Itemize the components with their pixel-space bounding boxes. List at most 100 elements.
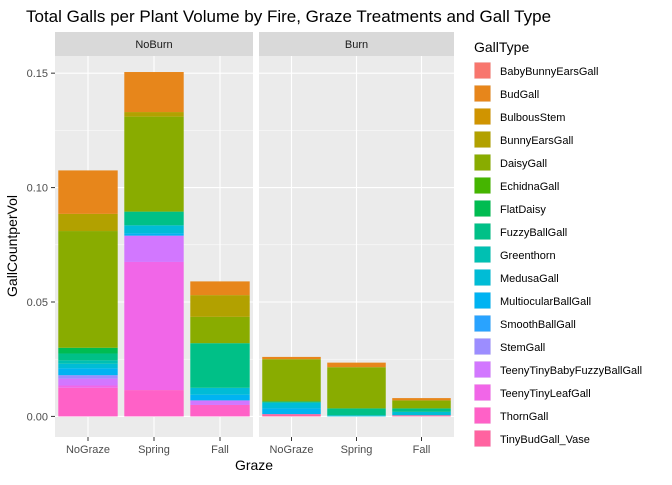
- legend-key: [474, 407, 491, 424]
- legend-label: SmoothBallGall: [500, 319, 576, 331]
- legend-label: MultiocularBallGall: [500, 296, 591, 308]
- bar-segment-thorngall-noburn-fall: [190, 404, 250, 417]
- legend-key: [474, 154, 491, 171]
- legend-label: StemGall: [500, 342, 545, 354]
- legend-label: BunnyEarsGall: [500, 135, 573, 147]
- x-tick-label: NoGraze: [66, 444, 110, 456]
- legend: BabyBunnyEarsGall BudGall BulbousStem Bunny…: [474, 62, 642, 447]
- bar-segment-multicularballgall-burn-nograze: [262, 408, 321, 415]
- facet-label-noburn: NoBurn: [135, 39, 172, 51]
- legend-key: [474, 430, 491, 447]
- legend-title: GallType: [474, 39, 529, 55]
- bar-segment-teenytinybabyfuzzyballgall-noburn-spring: [124, 235, 184, 262]
- bar-segment-daisygall-burn-fall: [392, 400, 451, 409]
- bar-segment-greenthorn-noburn-nograze: [58, 360, 118, 364]
- x-tick-label: NoGraze: [269, 444, 313, 456]
- bar-segment-medusagall-noburn-nograze: [58, 363, 118, 369]
- bar-segment-daisygall-burn-nograze: [262, 359, 321, 402]
- x-tick-label: Fall: [413, 444, 431, 456]
- bar-segment-budgall-noburn-spring: [124, 72, 184, 113]
- facet-strip-noburn: [55, 32, 253, 56]
- bar-segment-daisygall-noburn-spring: [124, 116, 184, 212]
- legend-key: [474, 315, 491, 332]
- bar-segment-teenytinybabyfuzzyballgall-noburn-nograze: [58, 378, 118, 386]
- bar-segment-daisygall-noburn-nograze: [58, 231, 118, 348]
- legend-label: TeenyTinyLeafGall: [500, 388, 591, 400]
- bar-segment-teenytinyleafgall-noburn-spring: [124, 261, 184, 391]
- bar-segment-thorngall-noburn-nograze: [58, 387, 118, 417]
- bar-segment-fuzzyballgall-burn-nograze: [262, 401, 321, 403]
- legend-label: FuzzyBallGall: [500, 227, 567, 239]
- bar-segment-budgall-noburn-fall: [190, 281, 250, 296]
- legend-key: [474, 131, 491, 148]
- legend-key: [474, 108, 491, 125]
- legend-label: DaisyGall: [500, 158, 547, 170]
- x-tick-label: Fall: [211, 444, 229, 456]
- bar-segment-fuzzyballgall-noburn-fall: [190, 343, 250, 388]
- bar-segment-teenytinybabyfuzzyballgall-noburn-fall: [190, 400, 250, 405]
- bar-segment-bunnyearsgall-noburn-spring: [124, 112, 184, 117]
- bar-segment-medusagall-burn-spring: [327, 415, 386, 417]
- bar-segment-budgall-burn-spring: [327, 362, 386, 368]
- legend-key: [474, 223, 491, 240]
- bar-segment-medusagall-burn-fall: [392, 411, 451, 416]
- legend-key: [474, 85, 491, 102]
- legend-key: [474, 200, 491, 217]
- legend-key: [474, 292, 491, 309]
- bar-segment-budgall-noburn-nograze: [58, 170, 118, 214]
- bar-segment-fuzzyballgall-burn-fall: [392, 408, 451, 412]
- axes: 0.00 0.05 0.10 0.15 NoGraze Spring Fall NoGraze…: [27, 68, 431, 456]
- bar-segment-daisygall-burn-spring: [327, 367, 386, 409]
- facet-strip-burn: [259, 32, 454, 56]
- bar-segment-flatdaisy-noburn-nograze: [58, 347, 118, 354]
- bar-segment-teenytinyleafgall-noburn-nograze: [58, 385, 118, 388]
- bar-segment-budgall-burn-nograze: [262, 356, 321, 360]
- bar-segment-medusagall-noburn-spring: [124, 225, 184, 234]
- y-axis-title: GallCountperVol: [4, 195, 20, 297]
- legend-label: BabyBunnyEarsGall: [500, 66, 598, 78]
- bar-segment-fuzzyballgall-noburn-nograze: [58, 353, 118, 361]
- legend-label: TinyBudGall_Vase: [500, 434, 590, 446]
- y-tick-label: 0.10: [27, 183, 48, 195]
- bar-segment-fuzzyballgall-burn-spring: [327, 408, 386, 416]
- bar-segment-thorngall-noburn-spring: [124, 390, 184, 417]
- x-tick-label: Spring: [138, 444, 170, 456]
- legend-key: [474, 246, 491, 263]
- facet-label-burn: Burn: [345, 39, 368, 51]
- y-tick-label: 0.00: [27, 411, 48, 423]
- legend-label: BudGall: [500, 89, 539, 101]
- bar-segment-bunnyearsgall-noburn-nograze: [58, 213, 118, 232]
- legend-label: FlatDaisy: [500, 204, 546, 216]
- bars: [58, 72, 451, 417]
- legend-key: [474, 269, 491, 286]
- legend-label: Greenthorn: [500, 250, 556, 262]
- bar-segment-tinybudgall_vase-burn-fall: [392, 415, 451, 417]
- legend-key: [474, 62, 491, 79]
- bar-segment-daisygall-noburn-fall: [190, 316, 250, 344]
- legend-key: [474, 384, 491, 401]
- legend-key: [474, 177, 491, 194]
- y-tick-label: 0.15: [27, 68, 48, 80]
- y-tick-label: 0.05: [27, 297, 48, 309]
- legend-label: BulbousStem: [500, 112, 565, 124]
- legend-key: [474, 361, 491, 378]
- bar-segment-multicularballgall-noburn-spring: [124, 233, 184, 236]
- bar-segment-multicularballgall-noburn-fall: [190, 394, 250, 401]
- bar-segment-fuzzyballgall-noburn-spring: [124, 211, 184, 226]
- x-tick-label: Spring: [341, 444, 373, 456]
- bar-segment-medusagall-noburn-fall: [190, 387, 250, 395]
- legend-label: ThornGall: [500, 411, 548, 423]
- chart-title: Total Galls per Plant Volume by Fire, Gr…: [26, 7, 551, 26]
- bar-segment-stemgall-noburn-nograze: [58, 375, 118, 379]
- x-axis-title: Graze: [235, 457, 273, 473]
- bar-segment-bunnyearsgall-noburn-fall: [190, 295, 250, 317]
- legend-label: MedusaGall: [500, 273, 559, 285]
- legend-key: [474, 338, 491, 355]
- bar-segment-budgall-burn-fall: [392, 398, 451, 401]
- bar-segment-multicularballgall-noburn-nograze: [58, 368, 118, 376]
- legend-label: TeenyTinyBabyFuzzyBallGall: [500, 365, 642, 377]
- bar-segment-tinybudgall_vase-burn-nograze: [262, 414, 321, 417]
- bar-segment-medusagall-burn-nograze: [262, 402, 321, 409]
